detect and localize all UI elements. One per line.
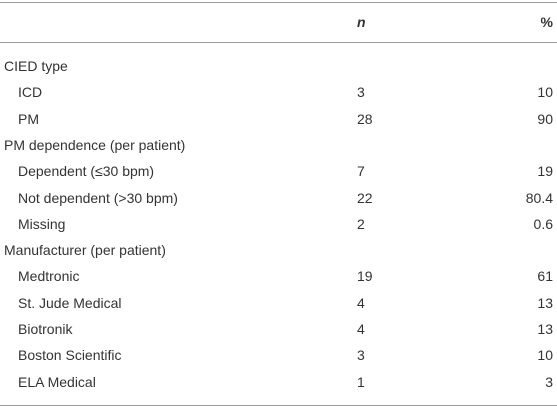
header-rule (0, 42, 557, 43)
percent-value: 10 (537, 84, 553, 101)
n-value: 22 (357, 189, 373, 206)
n-value: 4 (357, 294, 365, 311)
percent-value: 13 (537, 321, 553, 337)
row-label: Not dependent (>30 bpm) (18, 189, 178, 206)
n-value: 3 (357, 84, 365, 101)
bottom-rule (0, 405, 557, 406)
n-value: 4 (357, 321, 365, 337)
group-label: Manufacturer (per patient) (4, 242, 166, 259)
header-percent: % (540, 14, 553, 30)
row-label: Missing (18, 215, 66, 232)
row-label: St. Jude Medical (18, 294, 122, 311)
n-value: 2 (357, 215, 365, 232)
percent-value: 80.4 (525, 189, 553, 206)
group-label: CIED type (4, 58, 68, 74)
header-n: n (357, 14, 366, 30)
n-value: 3 (357, 347, 365, 364)
percent-value: 10 (537, 347, 553, 364)
percent-value: 13 (537, 294, 553, 311)
percent-value: 3 (545, 373, 553, 390)
row-label: ELA Medical (18, 373, 96, 390)
percent-value: 19 (537, 163, 553, 180)
row-label: PM (18, 110, 39, 127)
row-label: Boston Scientific (18, 347, 122, 364)
row-label: Dependent (≤30 bpm) (18, 163, 155, 180)
row-label: ICD (18, 84, 43, 101)
n-value: 19 (357, 268, 373, 285)
top-rule (0, 2, 557, 3)
n-value: 7 (357, 163, 365, 180)
percent-value: 0.6 (533, 215, 553, 232)
group-label: PM dependence (per patient) (4, 136, 186, 153)
n-value: 28 (357, 110, 373, 127)
row-label: Medtronic (18, 268, 80, 285)
percent-value: 61 (537, 268, 553, 285)
percent-value: 90 (537, 110, 553, 127)
n-value: 1 (357, 373, 365, 390)
row-label: Biotronik (18, 321, 73, 337)
